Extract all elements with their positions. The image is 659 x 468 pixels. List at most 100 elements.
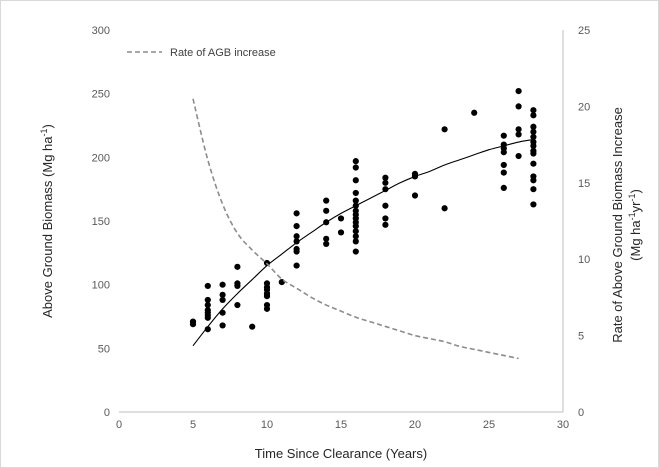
data-point bbox=[204, 282, 211, 290]
data-point bbox=[411, 192, 419, 199]
x-tick-label: 15 bbox=[335, 419, 347, 431]
y-tick-label: 50 bbox=[98, 343, 110, 355]
data-point bbox=[189, 318, 197, 325]
x-tick-label: 30 bbox=[557, 419, 569, 431]
y2-unit-a: (Mg ha bbox=[628, 220, 643, 261]
data-point bbox=[293, 262, 300, 269]
data-point bbox=[382, 174, 389, 181]
y2-tick-label: 5 bbox=[578, 331, 584, 343]
y-tick-label: 150 bbox=[92, 216, 110, 228]
data-point bbox=[500, 161, 507, 169]
data-point bbox=[293, 238, 300, 245]
data-point bbox=[530, 123, 537, 130]
data-point bbox=[515, 126, 522, 133]
legend: Rate of AGB increase bbox=[127, 47, 276, 59]
y-axis-title-superscript: -1 bbox=[39, 128, 49, 136]
data-point bbox=[352, 158, 359, 165]
data-point bbox=[530, 112, 537, 119]
data-point bbox=[234, 282, 241, 290]
data-point bbox=[530, 186, 537, 193]
data-point bbox=[530, 142, 537, 149]
y2-tick-label: 25 bbox=[578, 25, 590, 37]
y-axis-title-main: Above Ground Biomass (Mg ha bbox=[40, 136, 55, 318]
data-point bbox=[530, 133, 537, 141]
data-point bbox=[352, 233, 359, 240]
data-point bbox=[352, 164, 359, 171]
data-point bbox=[323, 240, 330, 248]
y2-unit-c: ) bbox=[628, 189, 643, 193]
data-point bbox=[293, 210, 300, 217]
data-point bbox=[249, 323, 256, 330]
data-point bbox=[219, 296, 226, 304]
data-point bbox=[530, 150, 537, 157]
data-point bbox=[323, 197, 330, 204]
data-point bbox=[515, 152, 522, 160]
biomass-trend-line bbox=[192, 138, 534, 347]
y-tick-label: 250 bbox=[92, 89, 110, 101]
y2-unit-sup-b: -1 bbox=[627, 194, 637, 202]
data-point bbox=[337, 215, 345, 222]
x-tick-label: 5 bbox=[190, 419, 196, 431]
data-point bbox=[204, 296, 211, 304]
data-point bbox=[352, 177, 359, 184]
x-tick-label: 20 bbox=[409, 419, 421, 431]
y2-unit-sup-a: -1 bbox=[627, 212, 637, 220]
data-point bbox=[234, 301, 241, 309]
y-tick-label: 100 bbox=[92, 280, 110, 292]
data-point bbox=[263, 305, 271, 312]
data-point bbox=[219, 281, 226, 288]
data-point bbox=[293, 222, 300, 230]
data-point bbox=[204, 326, 211, 333]
plot-area bbox=[189, 88, 537, 360]
data-point bbox=[352, 238, 359, 245]
data-point bbox=[352, 222, 359, 230]
data-point bbox=[337, 229, 345, 236]
y-tick-label: 300 bbox=[92, 25, 110, 37]
data-point bbox=[500, 184, 507, 191]
y2-axis-title-line1: Rate of Above Ground Biomass Increase bbox=[610, 107, 625, 343]
x-axis-title: Time Since Clearance (Years) bbox=[255, 446, 427, 461]
data-point bbox=[323, 235, 330, 242]
data-point bbox=[530, 160, 537, 167]
data-point bbox=[500, 132, 507, 139]
data-point bbox=[219, 291, 226, 298]
y-axis-title-end: ) bbox=[40, 124, 55, 128]
y2-tick-label: 20 bbox=[578, 101, 590, 113]
data-point bbox=[352, 248, 359, 255]
y2-unit-b: yr bbox=[628, 201, 643, 213]
data-point bbox=[471, 109, 478, 116]
y2-axis-title-line2: (Mg ha-1yr-1) bbox=[627, 189, 643, 261]
y2-tick-label: 15 bbox=[578, 178, 590, 190]
data-point bbox=[382, 202, 389, 209]
data-point bbox=[441, 205, 448, 212]
data-point bbox=[500, 149, 507, 156]
data-point bbox=[352, 197, 359, 204]
data-point bbox=[530, 201, 537, 208]
data-point bbox=[515, 88, 522, 95]
y2-tick-label: 10 bbox=[578, 254, 590, 266]
data-point bbox=[323, 207, 330, 214]
data-point bbox=[352, 228, 359, 235]
y-axis-title: Above Ground Biomass (Mg ha-1) bbox=[39, 124, 55, 318]
legend-label-rate: Rate of AGB increase bbox=[170, 47, 276, 59]
data-point bbox=[530, 128, 537, 135]
data-point bbox=[441, 126, 448, 133]
data-point bbox=[293, 233, 300, 240]
data-point bbox=[500, 169, 507, 176]
data-point bbox=[293, 248, 300, 255]
data-point bbox=[204, 314, 211, 321]
data-point bbox=[515, 131, 522, 138]
y-tick-label: 0 bbox=[104, 407, 110, 419]
x-tick-label: 0 bbox=[116, 419, 122, 431]
y2-tick-label: 0 bbox=[578, 407, 584, 419]
data-point bbox=[515, 103, 522, 110]
data-point bbox=[382, 215, 389, 222]
data-point bbox=[263, 293, 271, 300]
data-point bbox=[204, 301, 211, 309]
data-point bbox=[382, 221, 389, 228]
rate-of-agb-increase-line bbox=[192, 98, 519, 360]
data-point bbox=[530, 107, 537, 114]
